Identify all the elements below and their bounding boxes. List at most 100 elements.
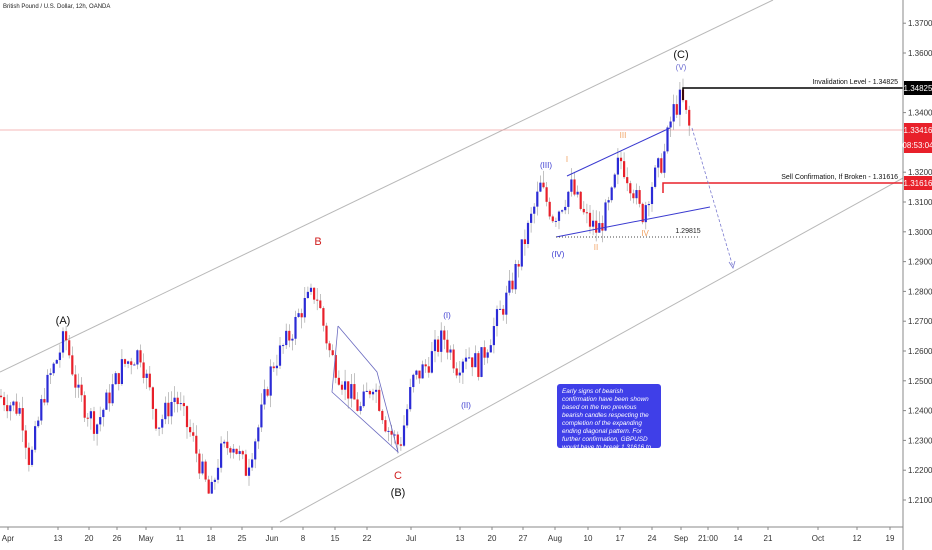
candle-bearish — [595, 220, 598, 233]
candle-bullish — [657, 158, 660, 168]
wedge-upper-line[interactable] — [566, 127, 671, 177]
candle-bearish — [21, 408, 24, 431]
candle-bullish — [449, 349, 452, 353]
candle-bearish — [483, 347, 486, 358]
price-tick-label: 1.37000 — [908, 19, 932, 28]
candle-bullish — [55, 360, 58, 364]
candle-bullish — [58, 352, 61, 361]
time-tick-label: 27 — [519, 534, 528, 543]
price-tick-label: 1.22000 — [908, 466, 932, 475]
candle-bullish — [654, 167, 657, 187]
candle-bearish — [424, 364, 427, 367]
candle-bullish — [344, 381, 347, 390]
candle-bullish — [173, 397, 176, 402]
candle-bullish — [421, 364, 424, 379]
price-tick-label: 1.32000 — [908, 168, 932, 177]
candle-bearish — [573, 179, 576, 195]
price-tick-label: 1.23000 — [908, 436, 932, 445]
candle-bearish — [142, 362, 145, 378]
candle-bullish — [37, 420, 40, 427]
candle-bearish — [6, 405, 9, 412]
current-price-badge — [904, 123, 932, 153]
candle-bullish — [561, 210, 564, 212]
time-tick-label: 26 — [113, 534, 122, 543]
candle-bullish — [145, 373, 148, 378]
price-tick-label: 1.30000 — [908, 228, 932, 237]
price-tick-label: 1.29000 — [908, 258, 932, 267]
candle-bearish — [167, 402, 170, 417]
candle-bearish — [427, 366, 430, 373]
candle-bearish — [548, 201, 551, 217]
candle-bullish — [613, 174, 616, 188]
candle-bullish — [610, 187, 613, 201]
candle-bullish — [387, 430, 390, 432]
candle-bullish — [306, 291, 309, 298]
falling-channel-drawing[interactable] — [331, 325, 399, 454]
candle-bearish — [471, 357, 474, 368]
candle-bullish — [291, 338, 294, 341]
time-tick-label: 19 — [886, 534, 895, 543]
candle-bullish — [40, 399, 43, 421]
candle-bearish — [151, 387, 154, 409]
candle-bearish — [619, 157, 623, 162]
candle-bearish — [675, 104, 678, 115]
candle-bullish — [251, 459, 254, 468]
candle-bearish — [660, 158, 663, 173]
wave-label-i: (I) — [443, 311, 451, 320]
arrow-head-icon — [728, 260, 736, 269]
candle-bullish — [179, 403, 182, 405]
candle-bullish — [297, 313, 300, 317]
candle-bullish — [269, 366, 272, 396]
candle-bullish — [461, 361, 464, 373]
candle-bullish — [371, 391, 375, 395]
projection-arrow[interactable] — [691, 127, 734, 268]
candle-bearish — [378, 389, 381, 411]
channel-upper-line[interactable] — [0, 0, 774, 373]
wave-label-c-red: C — [394, 470, 402, 482]
candle-bearish — [523, 239, 526, 245]
candle-bullish — [34, 426, 37, 450]
candle-bullish — [18, 408, 21, 414]
candle-bullish — [539, 182, 542, 192]
candle-bearish — [139, 350, 142, 363]
candle-bullish — [303, 297, 306, 318]
candle-bullish — [458, 372, 461, 376]
time-tick-label: 14 — [734, 534, 743, 543]
channel-lower-line[interactable] — [279, 177, 904, 523]
candle-bearish — [328, 343, 331, 351]
candle-bearish — [325, 325, 328, 344]
invalidation-label: Invalidation Level - 1.34825 — [812, 79, 898, 86]
candle-bullish — [567, 191, 570, 207]
wedge-lower-line[interactable] — [555, 206, 711, 238]
time-tick-label: 11 — [176, 534, 185, 543]
candle-bullish — [170, 401, 173, 417]
price-axis[interactable]: 1.37000 1.36000 1.34000 1.32000 1.31000 1.300… — [903, 19, 932, 505]
candle-bearish — [195, 435, 198, 454]
sell-badge — [904, 176, 932, 190]
wave-label-o3: III — [620, 131, 627, 140]
candle-bullish — [257, 427, 260, 442]
candle-bearish — [588, 212, 592, 227]
candle-bearish — [629, 183, 632, 194]
candle-bullish — [499, 308, 502, 310]
candle-bullish — [415, 370, 418, 375]
candle-bullish — [526, 222, 530, 245]
candle-bearish — [347, 381, 350, 399]
time-tick-label: 13 — [456, 534, 465, 543]
sell-badge-text: 1.31616 — [904, 179, 932, 188]
candle-bullish — [201, 461, 204, 474]
candle-bearish — [65, 331, 68, 341]
candle-bearish — [229, 448, 232, 453]
candle-bullish — [216, 467, 220, 480]
candle-bearish — [477, 353, 480, 377]
candle-bullish — [120, 359, 123, 384]
analysis-note[interactable]: Early signs of bearish confirmation have… — [557, 384, 661, 459]
candle-bearish — [288, 330, 291, 341]
time-tick-label: 20 — [488, 534, 497, 543]
sell-confirmation-line[interactable] — [662, 182, 903, 193]
candle-bullish — [114, 373, 117, 385]
invalidation-line[interactable] — [682, 87, 903, 100]
candle-bearish — [390, 430, 393, 435]
time-axis[interactable]: Apr 13 20 26 May 11 18 25 Jun 8 15 22 Jul 13 20 27 Aug 10… — [2, 527, 895, 543]
